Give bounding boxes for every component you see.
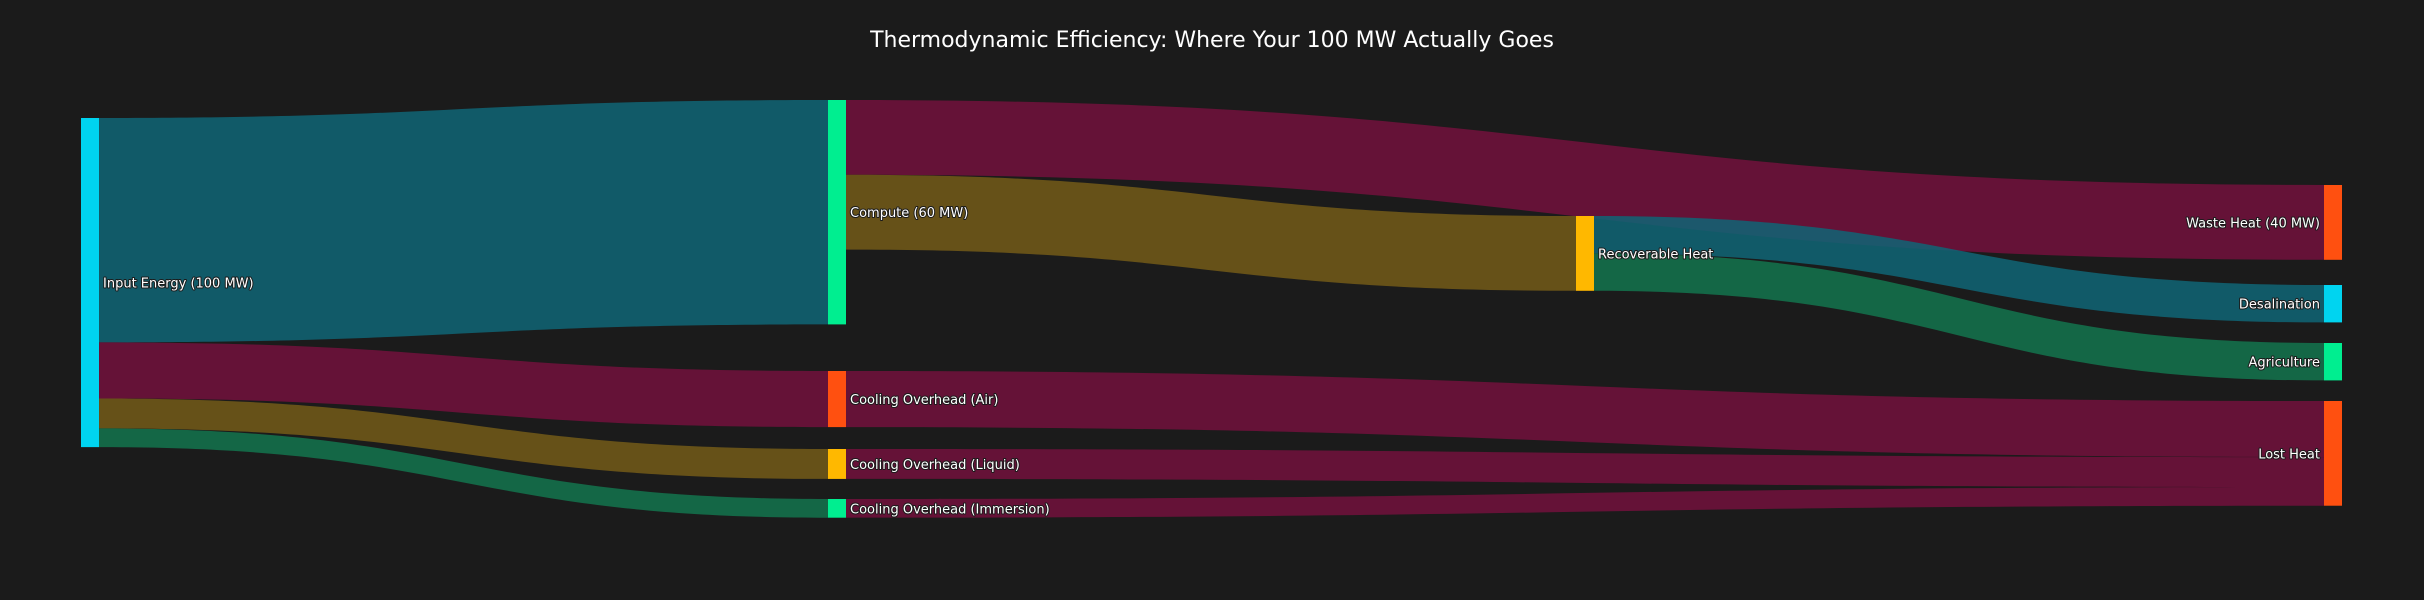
- link-compute-to-recoverable: [846, 174, 1576, 291]
- labels-layer: Input Energy (100 MW) Compute (60 MW) Cool…: [102, 205, 2321, 518]
- node-label-cool_air: Cooling Overhead (Air): [850, 393, 998, 408]
- link-cool_air-to-lost: [846, 371, 2324, 458]
- node-label-agriculture: Agriculture: [2249, 356, 2321, 371]
- link-input-to-compute: [99, 100, 828, 343]
- node-label-input: Input Energy (100 MW): [103, 277, 254, 292]
- node-label-waste: Waste Heat (40 MW): [2186, 216, 2320, 231]
- node-label-desalination: Desalination: [2239, 298, 2320, 313]
- link-input-to-cool_liquid: [99, 398, 828, 479]
- node-label-lost: Lost Heat: [2258, 447, 2320, 462]
- nodes-layer: [81, 100, 2342, 518]
- node-label-recoverable: Recoverable Heat: [1598, 247, 1713, 262]
- node-label-cool_liquid: Cooling Overhead (Liquid): [850, 458, 1020, 473]
- node-input: [81, 118, 99, 448]
- node-lost: [2324, 401, 2342, 506]
- node-recoverable: [1576, 216, 1594, 291]
- node-label-compute: Compute (60 MW): [850, 206, 968, 221]
- link-input-to-cool_immersion: [99, 428, 828, 518]
- node-agriculture: [2324, 343, 2342, 381]
- link-recoverable-to-agriculture: [1594, 253, 2324, 381]
- link-cool_liquid-to-lost: [846, 449, 2324, 488]
- node-cool_immersion: [828, 499, 846, 518]
- node-compute: [828, 100, 846, 325]
- links-layer: [99, 100, 2324, 518]
- node-waste: [2324, 185, 2342, 260]
- link-recoverable-to-desalination: [1594, 216, 2324, 323]
- node-label-cool_immersion: Cooling Overhead (Immersion): [850, 502, 1050, 517]
- link-compute-to-waste: [846, 100, 2324, 260]
- node-cool_air: [828, 371, 846, 428]
- node-cool_liquid: [828, 449, 846, 479]
- node-desalination: [2324, 285, 2342, 323]
- link-input-to-cool_air: [99, 342, 828, 428]
- chart-title: Thermodynamic Efficiency: Where Your 100…: [870, 28, 1554, 53]
- link-cool_immersion-to-lost: [846, 487, 2324, 518]
